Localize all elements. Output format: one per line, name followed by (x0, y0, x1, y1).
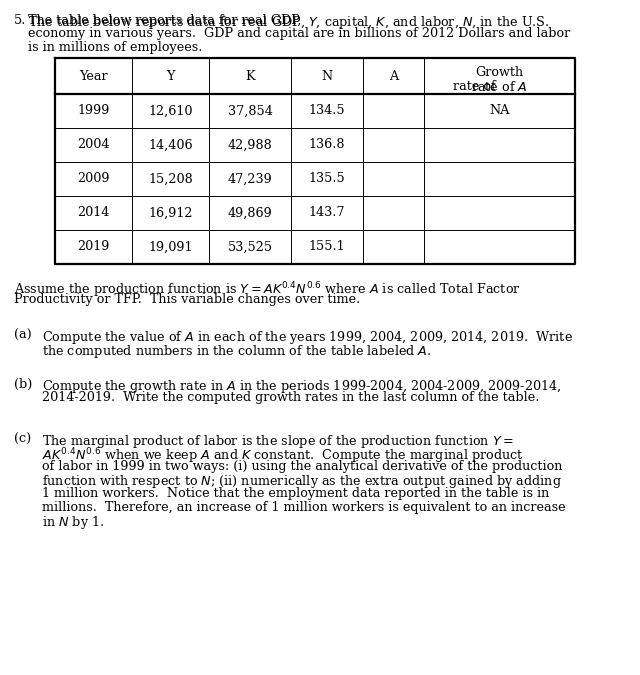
Text: 16,912: 16,912 (148, 207, 193, 219)
Text: 49,869: 49,869 (228, 207, 273, 219)
Text: 2019: 2019 (77, 240, 109, 254)
Text: 2014: 2014 (77, 207, 109, 219)
Text: (b): (b) (14, 378, 33, 391)
Text: is in millions of employees.: is in millions of employees. (28, 41, 202, 54)
Text: 136.8: 136.8 (308, 138, 345, 151)
Text: Year: Year (79, 70, 108, 82)
Text: Compute the value of $A$ in each of the years 1999, 2004, 2009, 2014, 2019.  Wri: Compute the value of $A$ in each of the … (42, 329, 573, 346)
Text: Growth: Growth (476, 66, 524, 79)
Text: The marginal product of labor is the slope of the production function $Y =$: The marginal product of labor is the slo… (42, 433, 514, 450)
Text: 2009: 2009 (77, 173, 109, 186)
Text: Productivity or TFP.  This variable changes over time.: Productivity or TFP. This variable chang… (14, 294, 360, 306)
Text: 2004: 2004 (77, 138, 109, 151)
Text: 135.5: 135.5 (308, 173, 346, 186)
Text: millions.  Therefore, an increase of 1 million workers is equivalent to an incre: millions. Therefore, an increase of 1 mi… (42, 500, 566, 514)
Text: 53,525: 53,525 (227, 240, 273, 254)
Text: The table below reports data for real GDP, $Y$, capital, $K$, and labor, $N$, in: The table below reports data for real GD… (28, 14, 550, 31)
Text: rate of: rate of (453, 80, 500, 93)
Text: K: K (245, 70, 255, 82)
Text: 5.: 5. (14, 14, 26, 27)
Text: function with respect to $N$; (ii) numerically as the extra output gained by add: function with respect to $N$; (ii) numer… (42, 473, 562, 491)
Text: (a): (a) (14, 329, 32, 342)
Text: of labor in 1999 in two ways: (i) using the analytical derivative of the product: of labor in 1999 in two ways: (i) using … (42, 460, 563, 473)
Text: 2014-2019.  Write the computed growth rates in the last column of the table.: 2014-2019. Write the computed growth rat… (42, 392, 540, 404)
Text: NA: NA (490, 105, 510, 117)
Text: 1999: 1999 (77, 105, 109, 117)
Text: 1 million workers.  Notice that the employment data reported in the table is in: 1 million workers. Notice that the emplo… (42, 487, 549, 500)
Text: (c): (c) (14, 433, 31, 446)
Text: 19,091: 19,091 (148, 240, 193, 254)
Text: Compute the growth rate in $A$ in the periods 1999-2004, 2004-2009, 2009-2014,: Compute the growth rate in $A$ in the pe… (42, 378, 562, 395)
Text: Y: Y (166, 70, 175, 82)
Text: N: N (321, 70, 333, 82)
Text: in $N$ by 1.: in $N$ by 1. (42, 514, 104, 531)
Text: $AK^{0.4}N^{0.6}$ when we keep $A$ and $K$ constant.  Compute the marginal produ: $AK^{0.4}N^{0.6}$ when we keep $A$ and $… (42, 446, 524, 466)
Text: 15,208: 15,208 (148, 173, 193, 186)
Text: 12,610: 12,610 (148, 105, 193, 117)
Text: 47,239: 47,239 (228, 173, 273, 186)
Text: The table below reports data for real GDP,: The table below reports data for real GD… (28, 14, 305, 27)
Text: A: A (389, 70, 398, 82)
Text: 42,988: 42,988 (228, 138, 273, 151)
Text: the computed numbers in the column of the table labeled $A$.: the computed numbers in the column of th… (42, 342, 431, 360)
Text: economy in various years.  GDP and capital are in billions of 2012 Dollars and l: economy in various years. GDP and capita… (28, 28, 570, 40)
Text: 155.1: 155.1 (308, 240, 345, 254)
Text: 37,854: 37,854 (228, 105, 273, 117)
Text: Assume the production function is $Y = AK^{0.4}N^{0.6}$ where $A$ is called Tota: Assume the production function is $Y = A… (14, 280, 521, 300)
Text: 143.7: 143.7 (308, 207, 345, 219)
Text: 14,406: 14,406 (148, 138, 193, 151)
Text: 134.5: 134.5 (308, 105, 345, 117)
Text: rate of $A$: rate of $A$ (471, 80, 528, 94)
